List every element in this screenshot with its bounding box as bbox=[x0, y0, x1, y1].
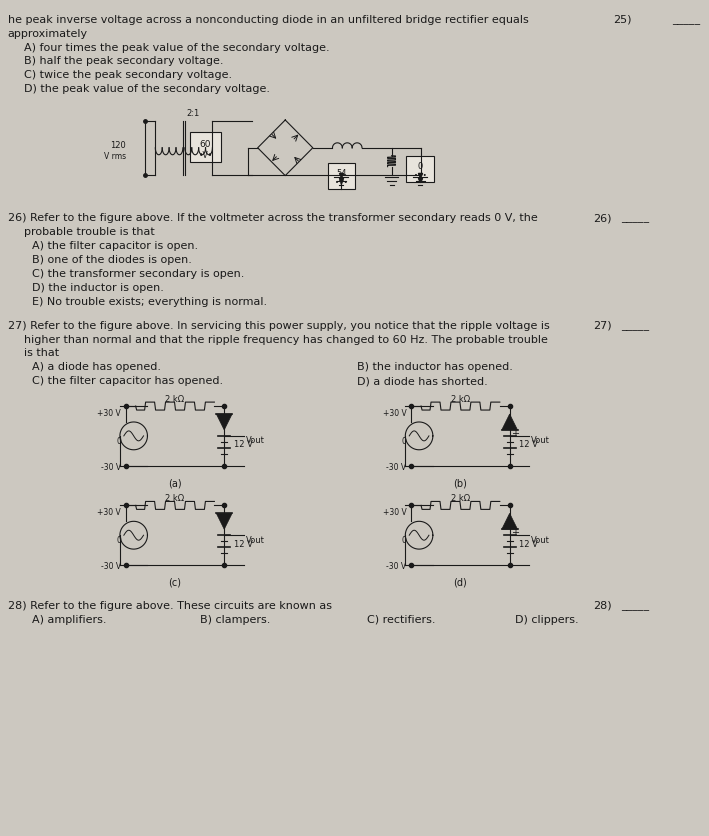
Text: (c): (c) bbox=[169, 577, 182, 587]
Text: 26) Refer to the figure above. If the voltmeter across the transformer secondary: 26) Refer to the figure above. If the vo… bbox=[8, 213, 537, 223]
Polygon shape bbox=[216, 415, 232, 431]
Text: +30 V: +30 V bbox=[383, 409, 406, 417]
Text: E) No trouble exists; everything is normal.: E) No trouble exists; everything is norm… bbox=[33, 297, 267, 307]
Text: 2 kΩ: 2 kΩ bbox=[451, 395, 470, 404]
Text: C) the transformer secondary is open.: C) the transformer secondary is open. bbox=[33, 268, 245, 278]
Text: A) a diode has opened.: A) a diode has opened. bbox=[33, 362, 162, 372]
Bar bbox=[406, 156, 434, 182]
Text: B) the inductor has opened.: B) the inductor has opened. bbox=[357, 362, 513, 372]
Text: 0: 0 bbox=[116, 436, 121, 446]
Text: 27): 27) bbox=[593, 320, 612, 330]
Text: D) the inductor is open.: D) the inductor is open. bbox=[33, 283, 164, 293]
Text: Vout: Vout bbox=[246, 535, 264, 544]
Text: +: + bbox=[510, 428, 518, 438]
Polygon shape bbox=[502, 514, 518, 530]
Text: 2 kΩ: 2 kΩ bbox=[165, 494, 184, 503]
Text: +30 V: +30 V bbox=[383, 507, 406, 517]
Polygon shape bbox=[502, 415, 518, 431]
Text: 0: 0 bbox=[401, 436, 406, 446]
Text: -30 V: -30 V bbox=[386, 561, 406, 570]
Text: 54: 54 bbox=[336, 169, 347, 177]
Text: he peak inverse voltage across a nonconducting diode in an unfiltered bridge rec: he peak inverse voltage across a noncond… bbox=[8, 15, 528, 25]
Text: (d): (d) bbox=[454, 577, 467, 587]
Text: _____: _____ bbox=[621, 320, 649, 330]
Text: D) a diode has shorted.: D) a diode has shorted. bbox=[357, 376, 488, 386]
Text: 0: 0 bbox=[418, 161, 423, 171]
Text: Vout: Vout bbox=[531, 436, 550, 445]
Text: 0: 0 bbox=[401, 536, 406, 544]
Text: •V•: •V• bbox=[199, 150, 213, 160]
Text: 28) Refer to the figure above. These circuits are known as: 28) Refer to the figure above. These cir… bbox=[8, 600, 332, 610]
Text: 2:1: 2:1 bbox=[186, 109, 199, 118]
Text: A) four times the peak value of the secondary voltage.: A) four times the peak value of the seco… bbox=[24, 43, 330, 53]
Text: -30 V: -30 V bbox=[101, 462, 121, 472]
Text: (b): (b) bbox=[454, 478, 467, 488]
Text: (a): (a) bbox=[168, 478, 182, 488]
Text: 12 V: 12 V bbox=[520, 440, 538, 449]
Text: approximately: approximately bbox=[8, 28, 88, 38]
Text: •V•: •V• bbox=[335, 180, 347, 186]
Text: 25): 25) bbox=[613, 15, 632, 25]
Text: 0: 0 bbox=[116, 536, 121, 544]
Text: Vout: Vout bbox=[246, 436, 264, 445]
Text: 28): 28) bbox=[593, 600, 612, 610]
Text: 60: 60 bbox=[200, 140, 211, 149]
Text: 12 V: 12 V bbox=[520, 539, 538, 548]
Polygon shape bbox=[216, 514, 232, 530]
Text: +30 V: +30 V bbox=[97, 507, 121, 517]
Text: Vout: Vout bbox=[531, 535, 550, 544]
Text: 27) Refer to the figure above. In servicing this power supply, you notice that t: 27) Refer to the figure above. In servic… bbox=[8, 320, 549, 330]
Text: is that: is that bbox=[24, 348, 60, 358]
Text: 26): 26) bbox=[593, 213, 612, 223]
Text: +: + bbox=[510, 528, 518, 538]
Bar bbox=[328, 164, 355, 189]
Text: 2 kΩ: 2 kΩ bbox=[165, 395, 184, 404]
Text: V rms: V rms bbox=[104, 151, 125, 161]
Text: C) twice the peak secondary voltage.: C) twice the peak secondary voltage. bbox=[24, 70, 233, 80]
Text: C) rectifiers.: C) rectifiers. bbox=[367, 614, 435, 624]
Text: _____: _____ bbox=[621, 213, 649, 223]
Text: _____: _____ bbox=[621, 600, 649, 610]
Text: -30 V: -30 V bbox=[101, 561, 121, 570]
Text: A) amplifiers.: A) amplifiers. bbox=[33, 614, 107, 624]
Text: B) clampers.: B) clampers. bbox=[200, 614, 270, 624]
Text: •V•: •V• bbox=[414, 172, 426, 178]
Text: C) the filter capacitor has opened.: C) the filter capacitor has opened. bbox=[33, 376, 223, 386]
Text: _____: _____ bbox=[672, 15, 700, 25]
Text: D) clippers.: D) clippers. bbox=[515, 614, 578, 624]
Text: higher than normal and that the ripple frequency has changed to 60 Hz. The proba: higher than normal and that the ripple f… bbox=[24, 334, 548, 344]
Text: 12 V: 12 V bbox=[234, 539, 253, 548]
Text: -30 V: -30 V bbox=[386, 462, 406, 472]
Text: B) half the peak secondary voltage.: B) half the peak secondary voltage. bbox=[24, 56, 224, 66]
Text: A) the filter capacitor is open.: A) the filter capacitor is open. bbox=[33, 241, 199, 251]
Text: 2 kΩ: 2 kΩ bbox=[451, 494, 470, 503]
Text: probable trouble is that: probable trouble is that bbox=[24, 227, 155, 237]
Text: +30 V: +30 V bbox=[97, 409, 121, 417]
Text: 120: 120 bbox=[110, 140, 125, 150]
Text: D) the peak value of the secondary voltage.: D) the peak value of the secondary volta… bbox=[24, 84, 270, 94]
Bar bbox=[190, 133, 221, 162]
Text: B) one of the diodes is open.: B) one of the diodes is open. bbox=[33, 255, 192, 265]
Text: 12 V: 12 V bbox=[234, 440, 253, 449]
